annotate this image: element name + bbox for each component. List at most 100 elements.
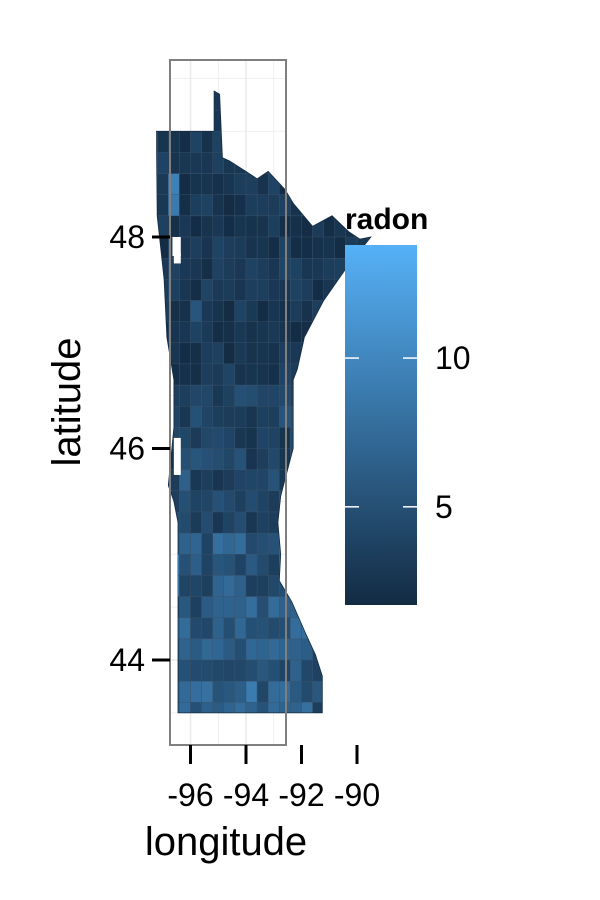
county-cell: [290, 575, 302, 597]
county-cell: [323, 131, 336, 153]
county-cell: [279, 406, 291, 428]
county-cell: [190, 300, 202, 322]
county-cell: [356, 681, 369, 703]
county-cell: [223, 384, 236, 407]
county-cell: [156, 131, 169, 153]
county-cell: [356, 131, 369, 153]
county-cell: [156, 469, 169, 492]
missing-county: [172, 237, 181, 257]
county-cell: [223, 638, 236, 661]
county-cell: [334, 702, 347, 713]
y-axis: 44 46 48: [109, 219, 170, 678]
county-cell: [323, 194, 336, 217]
county-cell: [179, 638, 191, 661]
county-cell: [301, 638, 313, 661]
county-cell: [345, 91, 358, 111]
county-cell: [179, 596, 191, 618]
county-cell: [156, 638, 169, 661]
county-cell: [301, 279, 313, 301]
county-cell: [312, 194, 324, 217]
county-cell: [201, 554, 213, 576]
county-cell: [301, 91, 313, 111]
county-cell: [223, 617, 236, 640]
county-cell: [279, 638, 291, 661]
county-cell: [256, 406, 269, 428]
county-cell: [190, 363, 202, 386]
county-cell: [312, 321, 324, 344]
county-cell: [179, 236, 191, 259]
county-cell: [323, 91, 336, 111]
county-cell: [190, 236, 202, 259]
county-cell: [234, 384, 247, 407]
county-cell: [201, 469, 213, 492]
county-cell: [268, 638, 280, 661]
county-cell: [223, 448, 236, 470]
county-cell: [190, 384, 202, 407]
county-cell: [212, 490, 224, 513]
county-cell: [367, 702, 371, 713]
county-cell: [279, 279, 291, 301]
county-cell: [367, 659, 371, 682]
legend: radon 5 10: [345, 203, 471, 605]
county-cell: [234, 532, 247, 555]
county-cell: [334, 321, 347, 344]
county-cell: [179, 448, 191, 470]
county-cell: [334, 384, 347, 407]
county-cell: [223, 236, 236, 259]
county-cell: [345, 152, 358, 174]
county-cell: [334, 532, 347, 555]
county-cell: [334, 469, 347, 492]
county-cell: [245, 342, 258, 365]
missing-county: [173, 437, 181, 475]
county-cell: [212, 617, 224, 640]
county-cell: [156, 300, 169, 322]
county-cell: [212, 300, 224, 322]
county-cell: [234, 406, 247, 428]
county-cell: [201, 194, 213, 217]
county-cell: [201, 427, 213, 449]
county-cell: [334, 342, 347, 365]
county-cell: [245, 258, 258, 280]
county-cell: [190, 215, 202, 238]
county-cell: [223, 511, 236, 534]
county-cell: [367, 173, 371, 196]
county-cell: [190, 469, 202, 492]
county-cell: [245, 575, 258, 597]
county-cell: [190, 532, 202, 555]
county-cell: [190, 152, 202, 174]
county-cell: [301, 300, 313, 322]
county-cell: [179, 173, 191, 196]
county-cell: [212, 279, 224, 301]
county-cell: [290, 173, 302, 196]
county-cell: [268, 469, 280, 492]
county-cell: [234, 173, 247, 196]
county-cell: [212, 554, 224, 576]
county-cell: [323, 638, 336, 661]
county-cell: [190, 511, 202, 534]
county-cell: [179, 659, 191, 682]
county-cell: [312, 427, 324, 449]
county-cell: [301, 490, 313, 513]
county-cell: [301, 596, 313, 618]
county-cell: [256, 258, 269, 280]
county-cell: [190, 194, 202, 217]
county-cell: [234, 258, 247, 280]
county-cell: [290, 236, 302, 259]
county-cell: [323, 554, 336, 576]
county-cell: [301, 511, 313, 534]
county-cell: [356, 152, 369, 174]
county-cell: [312, 342, 324, 365]
county-cell: [156, 448, 169, 470]
county-cell: [256, 596, 269, 618]
county-cell: [345, 638, 358, 661]
county-cell: [268, 617, 280, 640]
county-cell: [234, 363, 247, 386]
county-cell: [212, 258, 224, 280]
county-cell: [334, 554, 347, 576]
county-cell: [156, 342, 169, 365]
county-cell: [179, 575, 191, 597]
county-cell: [323, 659, 336, 682]
county-cell: [234, 554, 247, 576]
county-cell: [234, 617, 247, 640]
county-cell: [345, 173, 358, 196]
